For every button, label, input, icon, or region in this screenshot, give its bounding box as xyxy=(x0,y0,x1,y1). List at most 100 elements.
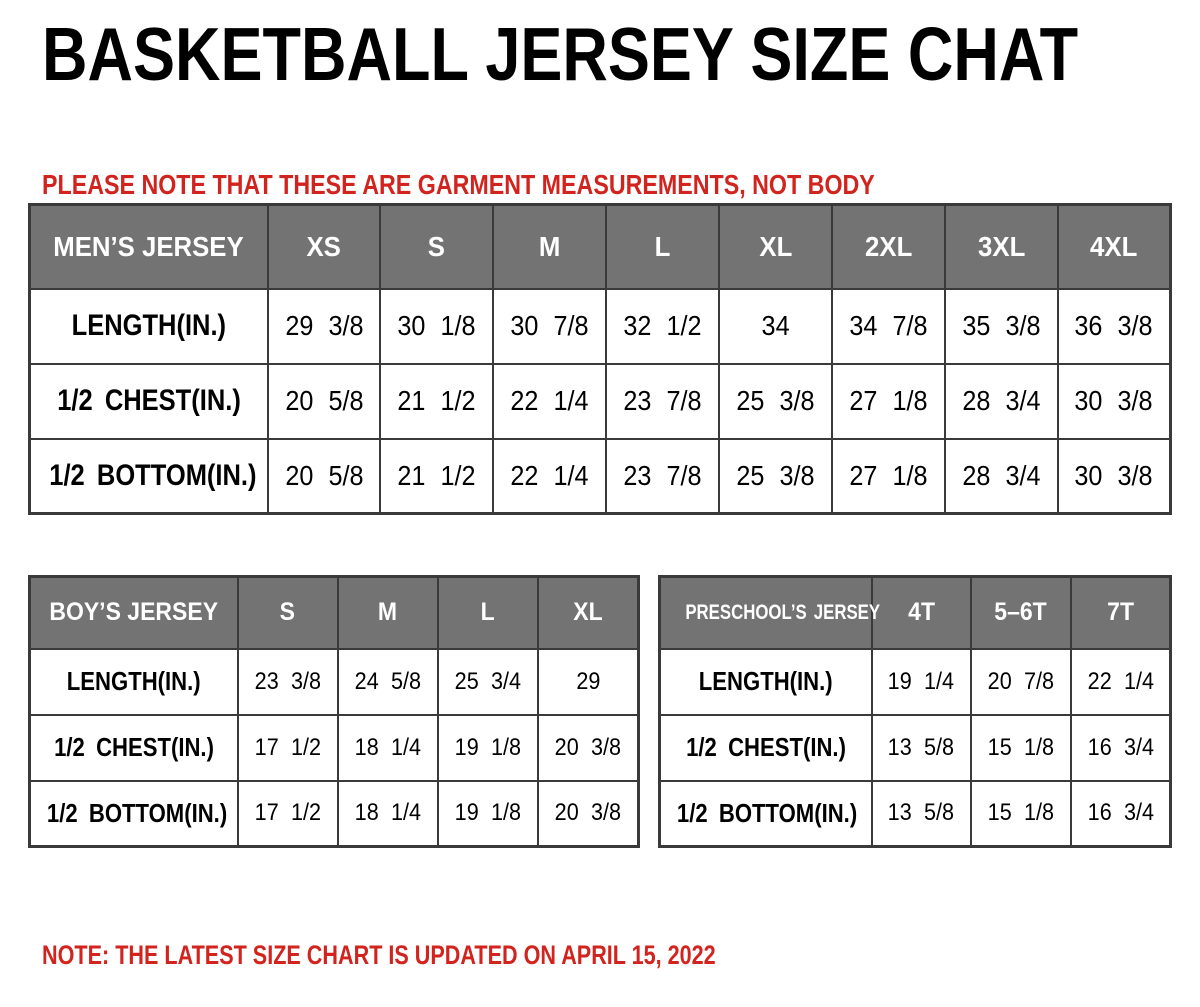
size-value-cell: 36 3/8 xyxy=(1056,287,1172,365)
size-value-cell: 18 1/4 xyxy=(336,779,440,848)
size-header-cell: 4T xyxy=(870,575,973,650)
size-value-cell: 25 3/8 xyxy=(718,437,833,515)
header-cell-text: L xyxy=(654,230,671,262)
header-cell-text: MEN’S JERSEY xyxy=(53,230,244,262)
footer-notes: NOTE: THE LATEST SIZE CHART IS UPDATED O… xyxy=(42,880,1099,1007)
size-value-cell: 15 1/8 xyxy=(970,779,1072,848)
header-cell-text: 2XL xyxy=(864,230,912,262)
size-value-text: 23 7/8 xyxy=(623,459,702,491)
size-header-cell: XL xyxy=(537,575,640,650)
size-value-text: 29 xyxy=(576,667,601,695)
size-value-cell: 32 1/2 xyxy=(605,287,720,365)
header-cell-text: M xyxy=(538,230,561,262)
size-value-text: 24 5/8 xyxy=(354,667,422,695)
row-label-text: 1/2 BOTTOM(IN.) xyxy=(676,797,858,828)
size-value-cell: 16 3/4 xyxy=(1069,713,1172,782)
row-label-cell: 1/2 BOTTOM(IN.) xyxy=(658,779,873,848)
size-value-cell: 23 7/8 xyxy=(605,362,720,440)
size-value-text: 21 1/2 xyxy=(397,385,476,416)
size-value-cell: 21 1/2 xyxy=(379,362,495,440)
size-value-text: 19 1/8 xyxy=(454,799,522,827)
row-label-cell: 1/2 BOTTOM(IN.) xyxy=(28,779,239,848)
size-value-text: 30 7/8 xyxy=(510,310,589,341)
size-value-cell: 29 3/8 xyxy=(266,287,382,365)
table-row: 1/2 BOTTOM(IN.) 17 1/2 18 1/4 19 1/8 20 3/8 xyxy=(28,779,640,848)
size-value-text: 20 5/8 xyxy=(284,385,364,416)
row-label-text: 1/2 CHEST(IN.) xyxy=(685,732,846,762)
size-value-text: 23 3/8 xyxy=(254,667,321,695)
preschools-jersey-table: PRESCHOOL’S JERSEY 4T 5–6T 7T LENGTH(IN.) 19 … xyxy=(658,575,1172,848)
table-row: LENGTH(IN.) 19 1/4 20 7/8 22 1/4 xyxy=(658,647,1172,716)
size-value-cell: 35 3/8 xyxy=(943,287,1059,365)
size-table: MEN’S JERSEY XS S M L XL 2XL 3XL 4XL LENGTH(IN.) 2… xyxy=(28,203,1172,515)
size-value-cell: 22 1/4 xyxy=(1069,647,1172,716)
size-value-text: 30 1/8 xyxy=(397,310,476,341)
row-label-cell: LENGTH(IN.) xyxy=(28,647,239,716)
garment-note-line1: PLEASE NOTE THAT THESE ARE GARMENT MEASU… xyxy=(42,169,875,200)
size-value-cell: 13 5/8 xyxy=(870,779,973,848)
row-label-cell: 1/2 BOTTOM(IN.) xyxy=(28,437,269,515)
size-value-text: 13 5/8 xyxy=(888,799,955,827)
mens-jersey-table: MEN’S JERSEY XS S M L XL 2XL 3XL 4XL LENGTH(IN.) 2… xyxy=(28,203,1172,515)
row-label-cell: 1/2 CHEST(IN.) xyxy=(28,713,239,782)
size-value-text: 19 1/4 xyxy=(888,667,955,695)
size-value-cell: 25 3/4 xyxy=(436,647,540,716)
header-cell-text: 4T xyxy=(907,598,935,627)
size-value-text: 13 5/8 xyxy=(888,733,955,761)
size-value-cell: 30 7/8 xyxy=(492,287,608,365)
size-value-cell: 13 5/8 xyxy=(870,713,973,782)
size-header-cell: S xyxy=(379,203,495,290)
table-title-cell: MEN’S JERSEY xyxy=(28,203,269,290)
size-header-cell: XL xyxy=(718,203,833,290)
size-value-text: 22 1/4 xyxy=(510,385,589,416)
table-header-row: MEN’S JERSEY XS S M L XL 2XL 3XL 4XL xyxy=(28,203,1172,290)
size-value-text: 30 3/8 xyxy=(1074,385,1153,416)
size-value-cell: 20 5/8 xyxy=(266,437,382,515)
size-value-cell: 20 3/8 xyxy=(537,713,640,782)
size-value-text: 25 3/4 xyxy=(454,667,522,695)
size-header-cell: L xyxy=(605,203,720,290)
size-header-cell: 4XL xyxy=(1056,203,1172,290)
size-value-cell: 28 3/4 xyxy=(943,437,1059,515)
row-label-cell: 1/2 CHEST(IN.) xyxy=(658,713,873,782)
size-value-cell: 18 1/4 xyxy=(336,713,440,782)
size-header-cell: M xyxy=(492,203,608,290)
size-value-cell: 16 3/4 xyxy=(1069,779,1172,848)
row-label-cell: 1/2 CHEST(IN.) xyxy=(28,362,269,440)
size-header-cell: S xyxy=(236,575,339,650)
row-label-text: 1/2 CHEST(IN.) xyxy=(56,384,241,417)
size-value-text: 28 3/4 xyxy=(962,385,1041,416)
row-label-cell: LENGTH(IN.) xyxy=(658,647,873,716)
kids-tables-row: BOY’S JERSEY S M L XL LENGTH(IN.) 23 3/8 24 5/8… xyxy=(28,575,1172,848)
size-value-text: 20 7/8 xyxy=(987,667,1055,695)
header-cell-text: 7T xyxy=(1106,598,1134,627)
size-value-text: 17 1/2 xyxy=(254,733,321,761)
size-value-text: 16 3/4 xyxy=(1087,799,1154,827)
size-value-cell: 25 3/8 xyxy=(718,362,833,440)
size-table: PRESCHOOL’S JERSEY 4T 5–6T 7T LENGTH(IN.) 19 … xyxy=(658,575,1172,848)
table-title-cell: PRESCHOOL’S JERSEY xyxy=(658,575,880,650)
header-cell-text: PRESCHOOL’S JERSEY xyxy=(685,600,881,624)
size-value-text: 20 3/8 xyxy=(554,799,622,827)
size-value-cell: 20 5/8 xyxy=(266,362,382,440)
size-value-text: 32 1/2 xyxy=(623,310,702,341)
size-table: BOY’S JERSEY S M L XL LENGTH(IN.) 23 3/8 24 5/8… xyxy=(28,575,640,848)
size-header-cell: 2XL xyxy=(830,203,946,290)
size-value-cell: 27 1/8 xyxy=(830,362,946,440)
size-value-cell: 15 1/8 xyxy=(970,713,1072,782)
size-header-cell: 3XL xyxy=(943,203,1059,290)
size-value-text: 20 5/8 xyxy=(284,459,364,491)
table-row: 1/2 BOTTOM(IN.) 13 5/8 15 1/8 16 3/4 xyxy=(658,779,1172,848)
header-cell-text: M xyxy=(378,598,398,627)
size-value-cell: 22 1/4 xyxy=(492,437,608,515)
size-value-cell: 19 1/8 xyxy=(436,779,540,848)
size-value-cell: 30 3/8 xyxy=(1056,437,1172,515)
size-value-text: 23 7/8 xyxy=(623,385,702,416)
size-value-cell: 20 3/8 xyxy=(537,779,640,848)
table-title-cell: BOY’S JERSEY xyxy=(28,575,239,650)
size-header-cell: 5–6T xyxy=(970,575,1072,650)
size-header-cell: M xyxy=(336,575,440,650)
size-value-cell: 24 5/8 xyxy=(336,647,440,716)
header-cell-text: 5–6T xyxy=(994,598,1048,627)
